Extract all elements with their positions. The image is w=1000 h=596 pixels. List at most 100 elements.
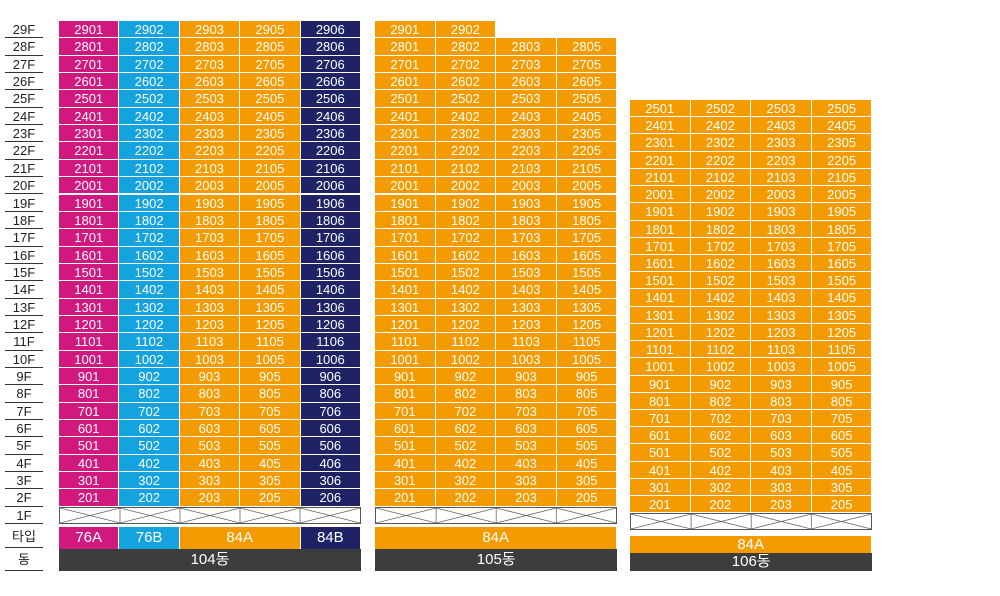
unit-cell: 803 xyxy=(496,385,557,403)
unit-cell: 1602 xyxy=(119,246,180,264)
unit-type-label: 84B xyxy=(300,527,361,549)
floor-label: 4F xyxy=(5,455,43,473)
unit-cell: 2303 xyxy=(751,134,812,152)
unit-cell: 2601 xyxy=(375,73,436,91)
unit-cell: 2005 xyxy=(811,186,873,204)
unit-cell: 601 xyxy=(59,420,120,438)
unit-cell: 902 xyxy=(119,368,180,386)
unit-cell: 1503 xyxy=(496,263,557,282)
unit-cell: 706 xyxy=(300,402,361,421)
unit-cell: 1201 xyxy=(59,315,120,334)
unit-cell: 701 xyxy=(59,402,120,421)
unit-cell: 303 xyxy=(179,472,241,490)
unit-cell: 901 xyxy=(375,368,436,386)
unit-cell: 2103 xyxy=(496,159,557,178)
unit-cell: 1501 xyxy=(375,263,436,282)
unit-cell: 1302 xyxy=(119,298,180,316)
unit-cell: 1301 xyxy=(630,306,691,324)
unit-cell: 201 xyxy=(59,489,120,507)
unit-cell: 2301 xyxy=(375,125,436,143)
unit-cell: 1305 xyxy=(811,306,873,324)
unit-cell: 2805 xyxy=(556,38,618,56)
unit-cell: 1705 xyxy=(556,229,618,247)
unit-cell: 1402 xyxy=(119,281,180,299)
unit-cell: 2702 xyxy=(119,55,180,74)
unit-cell: 1406 xyxy=(300,281,361,299)
unit-cell: 1705 xyxy=(811,237,873,255)
unit-cell: 302 xyxy=(690,478,752,497)
pilotis-cross-line xyxy=(299,507,360,523)
unit-cell: 603 xyxy=(179,420,241,438)
unit-cell: 2302 xyxy=(435,125,497,143)
unit-cell: 1102 xyxy=(435,333,497,351)
unit-cell: 403 xyxy=(179,454,241,473)
unit-cell: 303 xyxy=(751,478,812,497)
unit-cell: 1903 xyxy=(496,194,557,212)
unit-cell: 1901 xyxy=(59,194,120,212)
unit-cell: 603 xyxy=(751,427,812,445)
unit-cell: 2606 xyxy=(300,73,361,91)
unit-cell: 1603 xyxy=(179,246,241,264)
unit-cell: 905 xyxy=(240,368,301,386)
unit-cell: 202 xyxy=(119,489,180,507)
floor-label: 23F xyxy=(5,125,43,143)
pilotis-1f xyxy=(630,513,873,531)
unit-cell: 1003 xyxy=(496,350,557,368)
unit-cell: 502 xyxy=(435,437,497,455)
unit-cell: 1605 xyxy=(811,254,873,273)
floor-label: 13F xyxy=(5,299,43,316)
unit-cell: 1803 xyxy=(496,211,557,230)
unit-cell: 506 xyxy=(300,437,361,455)
unit-cell: 2503 xyxy=(496,90,557,108)
unit-cell: 2303 xyxy=(496,125,557,143)
unit-type-label: 84A xyxy=(179,527,301,549)
unit-cell: 1001 xyxy=(375,350,436,368)
unit-cell: 505 xyxy=(811,444,873,462)
unit-cell: 1005 xyxy=(811,358,873,376)
unit-cell: 2003 xyxy=(751,186,812,204)
unit-cell: 1702 xyxy=(690,237,752,255)
unit-cell: 1206 xyxy=(300,315,361,334)
unit-cell: 805 xyxy=(811,392,873,410)
floor-label: 11F xyxy=(5,333,43,351)
unit-cell: 1405 xyxy=(556,281,618,299)
unit-cell: 1502 xyxy=(435,263,497,282)
unit-cell: 1806 xyxy=(300,211,361,230)
unit-cell: 903 xyxy=(179,368,241,386)
unit-cell: 1503 xyxy=(179,263,241,282)
unit-cell: 2502 xyxy=(435,90,497,108)
unit-cell: 705 xyxy=(556,402,618,421)
unit-cell: 2106 xyxy=(300,159,361,178)
unit-cell: 702 xyxy=(119,402,180,421)
unit-type-label: 84A xyxy=(630,536,873,553)
floor-label: 29F xyxy=(5,21,43,39)
unit-cell: 302 xyxy=(119,472,180,490)
unit-cell: 703 xyxy=(751,409,812,428)
unit-cell: 702 xyxy=(690,409,752,428)
unit-cell: 1601 xyxy=(59,246,120,264)
unit-cell: 501 xyxy=(375,437,436,455)
unit-cell: 901 xyxy=(59,368,120,386)
unit-cell: 805 xyxy=(240,385,301,403)
unit-cell: 2301 xyxy=(630,134,691,152)
unit-cell: 403 xyxy=(751,461,812,479)
unit-cell: 2001 xyxy=(630,186,691,204)
pilotis-cross-line xyxy=(376,507,437,523)
unit-cell: 1002 xyxy=(690,358,752,376)
unit-cell: 2906 xyxy=(300,21,361,39)
unit-cell: 405 xyxy=(556,454,618,473)
type-axis-label: 타입 xyxy=(5,526,43,548)
unit-cell: 2005 xyxy=(556,177,618,195)
unit-cell: 1303 xyxy=(496,298,557,316)
unit-cell: 2303 xyxy=(179,125,241,143)
unit-cell: 802 xyxy=(119,385,180,403)
unit-cell: 2001 xyxy=(375,177,436,195)
unit-cell: 2702 xyxy=(435,55,497,74)
floor-label: 9F xyxy=(5,368,43,386)
unit-cell: 1601 xyxy=(630,254,691,273)
unit-cell: 2601 xyxy=(59,73,120,91)
unit-cell: 2701 xyxy=(375,55,436,74)
pilotis-1f xyxy=(375,506,618,524)
unit-cell: 1905 xyxy=(556,194,618,212)
unit-cell: 201 xyxy=(375,489,436,507)
